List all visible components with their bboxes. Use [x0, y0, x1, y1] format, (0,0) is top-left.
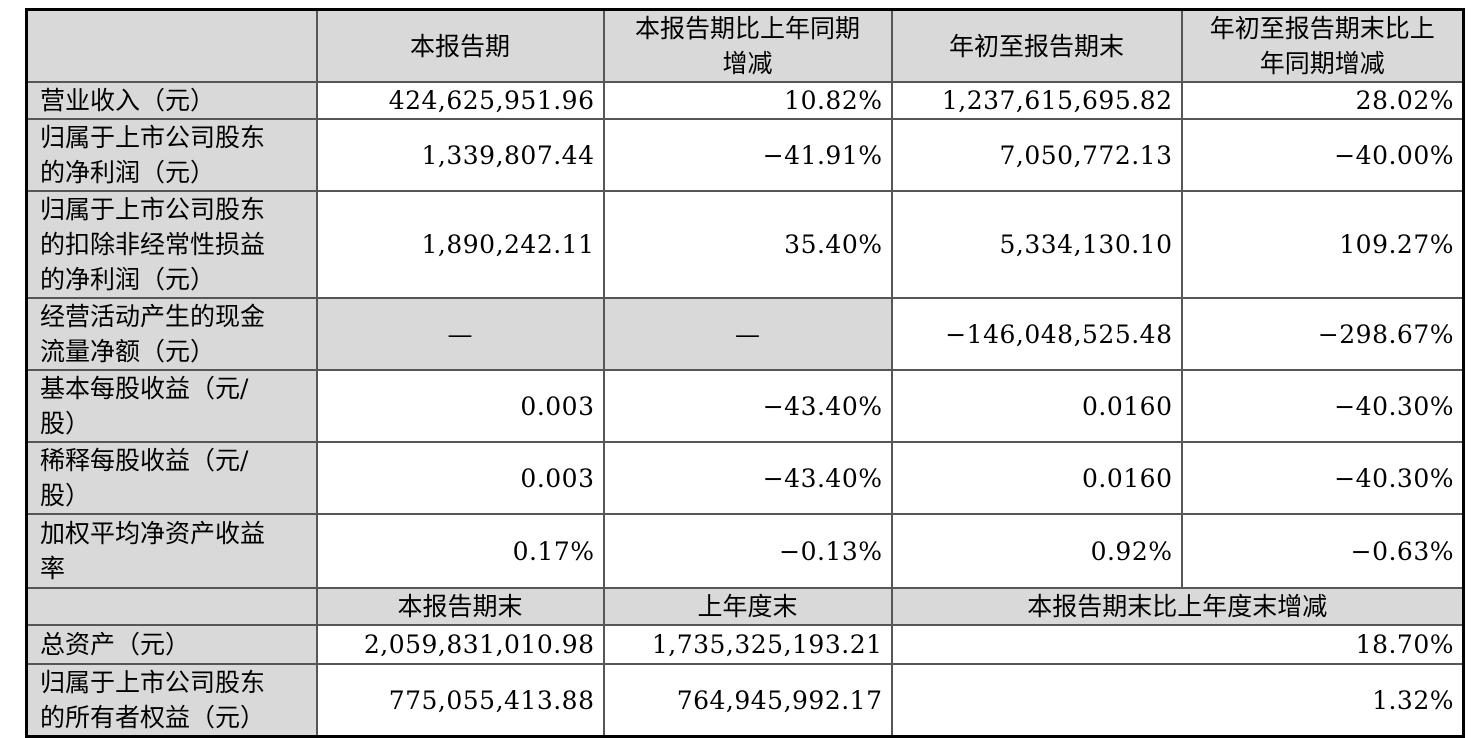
col-header-end-change: 本报告期末比上年度末增减	[890, 587, 1465, 626]
value-ytd-yoy: −298.67%	[1180, 297, 1465, 371]
value-current-period-yoy: −41.91%	[602, 118, 893, 192]
value-ytd: 0.0160	[890, 441, 1183, 515]
value-ytd: 0.92%	[890, 513, 1183, 589]
value-ytd-yoy: −40.30%	[1180, 441, 1465, 515]
value-ytd-yoy: −40.30%	[1180, 369, 1465, 443]
value-current-period-yoy: −0.13%	[602, 513, 893, 589]
table-row: 营业收入（元） 424,625,951.96 10.82% 1,237,615,…	[25, 81, 1465, 120]
value-period-end: 775,055,413.88	[315, 663, 605, 738]
value-current-period: 424,625,951.96	[315, 81, 605, 120]
value-current-period-yoy: −43.40%	[602, 369, 893, 443]
value-ytd: 0.0160	[890, 369, 1183, 443]
value-current-period-yoy: −43.40%	[602, 441, 893, 515]
value-ytd-yoy: −40.00%	[1180, 118, 1465, 192]
table-row: 归属于上市公司股东的所有者权益（元） 775,055,413.88 764,94…	[25, 663, 1465, 738]
value-current-period: 1,339,807.44	[315, 118, 605, 192]
value-current-period: —	[315, 297, 605, 371]
value-current-period: 0.17%	[315, 513, 605, 589]
table-row: 总资产（元） 2,059,831,010.98 1,735,325,193.21…	[25, 624, 1465, 665]
value-current-period: 1,890,242.11	[315, 190, 605, 299]
value-end-change: 18.70%	[890, 624, 1465, 665]
col-header-metric	[25, 8, 318, 83]
value-end-change: 1.32%	[890, 663, 1465, 738]
col-header-ytd: 年初至报告期末	[890, 8, 1183, 83]
table-row: 归属于上市公司股东的净利润（元） 1,339,807.44 −41.91% 7,…	[25, 118, 1465, 192]
col-header-period-end: 本报告期末	[315, 587, 605, 626]
row-label: 归属于上市公司股东的扣除非经常性损益的净利润（元）	[25, 190, 318, 299]
row-label: 经营活动产生的现金流量净额（元）	[25, 297, 318, 371]
table-row: 归属于上市公司股东的扣除非经常性损益的净利润（元） 1,890,242.11 3…	[25, 190, 1465, 299]
value-prev-year-end: 764,945,992.17	[602, 663, 893, 738]
row-label: 总资产（元）	[25, 624, 318, 665]
value-current-period: 0.003	[315, 369, 605, 443]
value-period-end: 2,059,831,010.98	[315, 624, 605, 665]
value-ytd-yoy: −0.63%	[1180, 513, 1465, 589]
row-label: 稀释每股收益（元/股）	[25, 441, 318, 515]
row-label: 基本每股收益（元/股）	[25, 369, 318, 443]
table-row: 经营活动产生的现金流量净额（元） — — −146,048,525.48 −29…	[25, 297, 1465, 371]
row-label: 归属于上市公司股东的净利润（元）	[25, 118, 318, 192]
row-label: 加权平均净资产收益率	[25, 513, 318, 589]
value-current-period: 0.003	[315, 441, 605, 515]
value-ytd-yoy: 28.02%	[1180, 81, 1465, 120]
value-ytd: 1,237,615,695.82	[890, 81, 1183, 120]
col-header-current-period-yoy: 本报告期比上年同期增减	[602, 8, 893, 83]
table-row: 稀释每股收益（元/股） 0.003 −43.40% 0.0160 −40.30%	[25, 441, 1465, 515]
header-row: 本报告期 本报告期比上年同期增减 年初至报告期末 年初至报告期末比上年同期增减	[25, 8, 1465, 83]
row-label: 归属于上市公司股东的所有者权益（元）	[25, 663, 318, 738]
value-current-period-yoy: 35.40%	[602, 190, 893, 299]
col-header-ytd-yoy: 年初至报告期末比上年同期增减	[1180, 8, 1465, 83]
table-row: 加权平均净资产收益率 0.17% −0.13% 0.92% −0.63%	[25, 513, 1465, 589]
col-header-current-period: 本报告期	[315, 8, 605, 83]
value-ytd-yoy: 109.27%	[1180, 190, 1465, 299]
subheader-metric-cell	[25, 587, 318, 626]
value-ytd: 7,050,772.13	[890, 118, 1183, 192]
value-prev-year-end: 1,735,325,193.21	[602, 624, 893, 665]
value-ytd: −146,048,525.48	[890, 297, 1183, 371]
value-current-period-yoy: —	[602, 297, 893, 371]
table-row: 基本每股收益（元/股） 0.003 −43.40% 0.0160 −40.30%	[25, 369, 1465, 443]
financial-summary-table: 本报告期 本报告期比上年同期增减 年初至报告期末 年初至报告期末比上年同期增减 …	[25, 8, 1465, 738]
value-ytd: 5,334,130.10	[890, 190, 1183, 299]
subheader-row: 本报告期末 上年度末 本报告期末比上年度末增减	[25, 587, 1465, 626]
col-header-prev-year-end: 上年度末	[602, 587, 893, 626]
row-label: 营业收入（元）	[25, 81, 318, 120]
value-current-period-yoy: 10.82%	[602, 81, 893, 120]
